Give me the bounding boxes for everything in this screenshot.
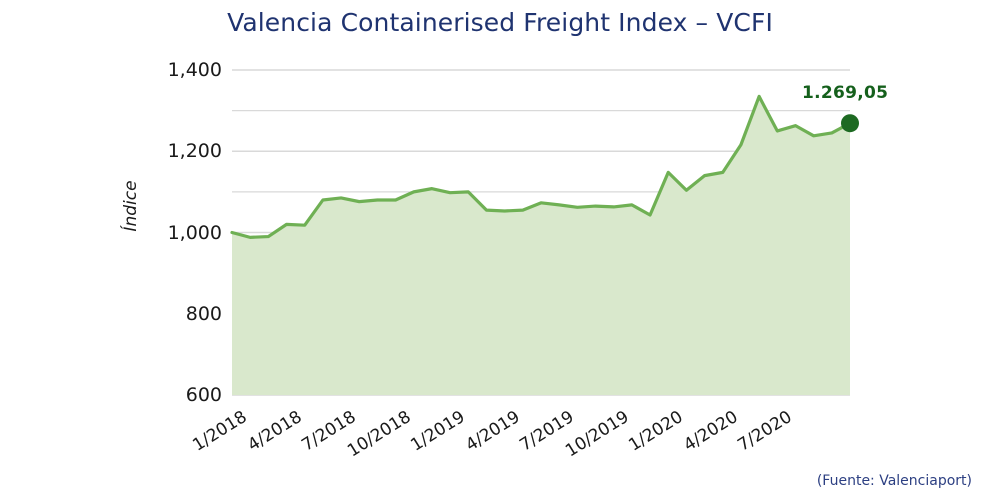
y-axis-tick-labels: 600 800 1,000 1,200 1,400 (140, 0, 222, 501)
y-tick-label: 1,000 (167, 221, 222, 244)
last-point-marker (841, 114, 859, 133)
last-value-label: 1.269,05 (802, 83, 889, 104)
plot-area (230, 69, 859, 396)
data-line (230, 94, 852, 239)
chart-svg (230, 69, 859, 396)
y-tick-label: 600 (185, 384, 222, 406)
area-fill (232, 96, 850, 395)
y-tick-label: 800 (185, 302, 222, 325)
chart-title: Valencia Containerised Freight Index – V… (227, 8, 773, 37)
source-note: (Fuente: Valenciaport) (816, 473, 972, 489)
y-tick-label: 1,200 (167, 140, 222, 163)
y-tick-label: 1,400 (167, 59, 222, 81)
